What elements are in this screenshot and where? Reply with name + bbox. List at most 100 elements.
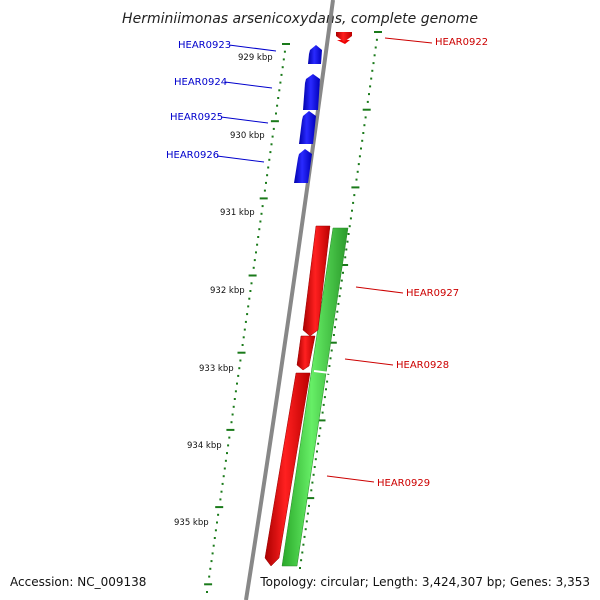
minor-tick <box>304 528 307 531</box>
minor-tick <box>369 85 372 88</box>
minor-tick <box>280 73 283 76</box>
minor-tick <box>371 69 374 72</box>
gene-label-hear0929[interactable]: HEAR0929 <box>377 478 430 489</box>
minor-tick <box>277 97 280 99</box>
kbp-label: 931 kbp <box>220 208 255 218</box>
minor-tick <box>270 143 273 146</box>
minor-tick <box>312 473 315 476</box>
minor-tick <box>314 458 317 461</box>
minor-tick <box>326 380 329 383</box>
minor-tick <box>319 427 322 430</box>
major-tick <box>248 274 257 277</box>
minor-tick <box>266 174 269 177</box>
minor-tick <box>278 89 281 92</box>
minor-tick <box>363 124 366 127</box>
minor-tick <box>279 81 282 84</box>
kbp-label: 935 kbp <box>174 518 209 528</box>
major-tick <box>270 120 279 123</box>
minor-tick <box>226 452 228 455</box>
minor-tick <box>250 282 253 285</box>
minor-tick <box>311 481 314 484</box>
gene-label-hear0926[interactable]: HEAR0926 <box>166 150 219 161</box>
gene-label-hear0924[interactable]: HEAR0924 <box>174 77 227 88</box>
minor-tick <box>344 256 347 259</box>
minor-tick <box>257 236 260 238</box>
minor-tick <box>210 560 213 563</box>
minor-tick <box>322 403 325 406</box>
kbp-label: 930 kbp <box>230 131 265 141</box>
minor-tick <box>212 544 215 547</box>
minor-tick <box>332 334 335 336</box>
gene-label-hear0928[interactable]: HEAR0928 <box>396 360 449 371</box>
kbp-label: 932 kbp <box>210 286 245 296</box>
cds-hear0922-arrow <box>336 32 352 42</box>
minor-tick <box>372 62 375 65</box>
minor-tick <box>214 529 217 532</box>
minor-tick <box>282 58 285 61</box>
minor-tick <box>313 466 316 468</box>
minor-tick <box>268 158 271 161</box>
major-tick <box>282 43 290 45</box>
minor-tick <box>352 201 355 204</box>
kbp-labels: 929 kbp 930 kbp 931 kbp 932 kbp 933 kbp … <box>174 53 273 528</box>
gene-label-hear0925[interactable]: HEAR0925 <box>170 112 223 123</box>
minor-tick <box>370 77 373 80</box>
minor-tick <box>271 135 274 138</box>
minor-tick <box>252 266 255 269</box>
minor-tick <box>356 170 359 173</box>
minor-tick <box>231 413 234 416</box>
minor-tick <box>220 490 223 493</box>
major-tick <box>306 497 315 500</box>
minor-tick <box>368 93 370 96</box>
minor-tick <box>364 116 367 119</box>
minor-tick <box>336 310 339 313</box>
minor-tick <box>255 251 257 254</box>
minor-tick <box>228 436 231 439</box>
minor-tick <box>303 535 306 538</box>
gene-label-hear0923[interactable]: HEAR0923 <box>178 40 231 51</box>
minor-tick <box>246 313 249 316</box>
minor-tick <box>346 240 349 243</box>
minor-tick <box>325 388 327 391</box>
minor-tick <box>263 189 266 192</box>
minor-tick <box>339 287 342 290</box>
minor-tick <box>348 225 351 228</box>
minor-tick <box>242 336 245 339</box>
minor-tick <box>283 50 286 53</box>
minor-tick <box>301 551 304 554</box>
major-tick <box>351 186 360 189</box>
minor-tick <box>253 259 256 262</box>
minor-tick <box>259 220 262 223</box>
minor-tick <box>230 421 233 424</box>
minor-tick <box>338 295 341 298</box>
minor-tick <box>260 212 263 215</box>
minor-tick <box>355 178 358 181</box>
minor-tick <box>321 411 324 414</box>
minor-tick <box>362 132 365 134</box>
minor-tick <box>347 233 350 235</box>
major-tick <box>215 506 224 509</box>
minor-tick <box>272 127 275 130</box>
minor-tick <box>334 326 336 329</box>
minor-tick <box>208 575 211 578</box>
minor-tick <box>357 163 360 166</box>
minor-tick <box>360 147 362 150</box>
minor-tick <box>232 405 235 408</box>
minor-tick <box>349 217 352 220</box>
minor-tick <box>217 513 220 516</box>
minor-tick <box>216 521 218 524</box>
forward-cds-track <box>294 45 322 183</box>
minor-tick <box>329 357 332 360</box>
minor-tick <box>342 271 344 274</box>
minor-tick <box>276 104 279 107</box>
major-tick <box>259 197 268 200</box>
cds-hear0924 <box>303 74 320 110</box>
minor-tick <box>328 365 331 367</box>
gene-label-hear0922[interactable]: HEAR0922 <box>435 37 488 48</box>
minor-tick <box>335 318 338 321</box>
minor-tick <box>337 302 340 305</box>
gene-label-hear0927[interactable]: HEAR0927 <box>406 288 459 299</box>
rna-track <box>281 227 349 567</box>
accession-text: Accession: NC_009138 <box>10 575 146 589</box>
map-title: Herminiimonas arsenicoxydans, complete g… <box>122 11 478 27</box>
